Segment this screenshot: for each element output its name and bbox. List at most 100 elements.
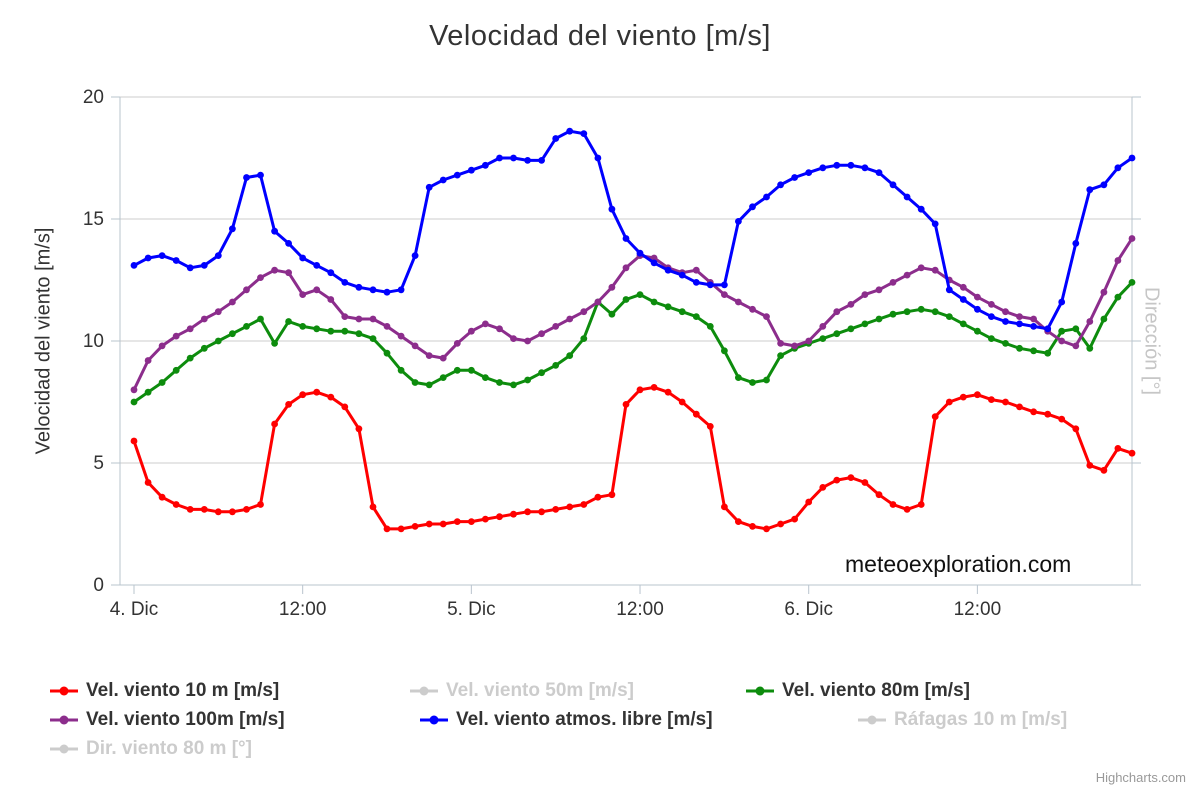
data-point-marker[interactable]	[355, 315, 363, 323]
data-point-marker[interactable]	[861, 320, 869, 328]
data-point-marker[interactable]	[594, 154, 602, 162]
data-point-marker[interactable]	[805, 337, 813, 345]
data-point-marker[interactable]	[341, 403, 349, 411]
data-point-marker[interactable]	[875, 286, 883, 294]
data-point-marker[interactable]	[650, 298, 658, 306]
data-point-marker[interactable]	[692, 266, 700, 274]
data-point-marker[interactable]	[496, 325, 503, 333]
data-point-marker[interactable]	[749, 203, 756, 211]
data-point-marker[interactable]	[130, 398, 138, 406]
data-point-marker[interactable]	[1044, 410, 1052, 418]
data-point-marker[interactable]	[1114, 293, 1122, 301]
data-point-marker[interactable]	[1044, 349, 1052, 357]
data-point-marker[interactable]	[636, 249, 644, 257]
data-point-marker[interactable]	[805, 498, 813, 506]
data-point-marker[interactable]	[552, 506, 560, 513]
data-point-marker[interactable]	[172, 501, 180, 508]
data-point-marker[interactable]	[453, 340, 461, 347]
data-point-marker[interactable]	[1086, 186, 1094, 194]
series-vel-viento-atmos-libre-m-s[interactable]	[130, 127, 1136, 333]
data-point-marker[interactable]	[327, 327, 335, 335]
data-point-marker[interactable]	[411, 379, 419, 386]
data-point-marker[interactable]	[566, 352, 574, 359]
data-point-marker[interactable]	[200, 506, 208, 513]
data-point-marker[interactable]	[566, 315, 574, 323]
data-point-marker[interactable]	[988, 301, 995, 308]
data-point-marker[interactable]	[819, 484, 827, 491]
data-point-marker[interactable]	[355, 425, 363, 433]
data-point-marker[interactable]	[285, 401, 292, 408]
data-point-marker[interactable]	[889, 501, 897, 508]
data-point-marker[interactable]	[706, 423, 714, 430]
data-point-marker[interactable]	[1114, 257, 1122, 264]
data-point-marker[interactable]	[538, 508, 545, 516]
legend-item-dir-viento-80-m[interactable]: Dir. viento 80 m [°]	[50, 738, 252, 760]
data-point-marker[interactable]	[1058, 337, 1066, 345]
data-point-marker[interactable]	[383, 288, 391, 296]
data-point-marker[interactable]	[1072, 425, 1080, 433]
data-point-marker[interactable]	[889, 310, 897, 318]
data-point-marker[interactable]	[1100, 466, 1108, 474]
data-point-marker[interactable]	[130, 437, 138, 445]
data-point-marker[interactable]	[875, 169, 883, 177]
data-point-marker[interactable]	[439, 374, 447, 381]
data-point-marker[interactable]	[327, 269, 335, 277]
data-point-marker[interactable]	[861, 479, 869, 486]
data-point-marker[interactable]	[636, 291, 644, 298]
data-point-marker[interactable]	[608, 205, 616, 213]
data-point-marker[interactable]	[721, 503, 728, 511]
data-point-marker[interactable]	[299, 323, 307, 330]
data-point-marker[interactable]	[622, 235, 630, 242]
data-point-marker[interactable]	[510, 381, 517, 389]
data-point-marker[interactable]	[411, 523, 419, 530]
data-point-marker[interactable]	[917, 205, 925, 213]
data-point-marker[interactable]	[1128, 235, 1136, 242]
data-point-marker[interactable]	[1058, 415, 1066, 423]
data-point-marker[interactable]	[791, 515, 798, 523]
data-point-marker[interactable]	[496, 154, 503, 162]
data-point-marker[interactable]	[777, 340, 784, 347]
data-point-marker[interactable]	[988, 313, 995, 320]
data-point-marker[interactable]	[271, 340, 278, 347]
data-point-marker[interactable]	[1044, 325, 1052, 333]
series-line[interactable]	[132, 237, 1134, 392]
data-point-marker[interactable]	[229, 225, 236, 233]
data-point-marker[interactable]	[285, 240, 292, 247]
data-point-marker[interactable]	[861, 164, 869, 172]
data-point-marker[interactable]	[510, 510, 517, 518]
data-point-marker[interactable]	[1072, 325, 1080, 333]
data-point-marker[interactable]	[1002, 308, 1009, 316]
data-point-marker[interactable]	[692, 410, 700, 418]
data-point-marker[interactable]	[327, 296, 335, 303]
data-point-marker[interactable]	[496, 379, 503, 386]
data-point-marker[interactable]	[594, 493, 602, 501]
data-point-marker[interactable]	[482, 161, 489, 169]
data-point-marker[interactable]	[397, 286, 405, 294]
data-point-marker[interactable]	[847, 474, 855, 481]
data-point-marker[interactable]	[959, 320, 967, 328]
data-point-marker[interactable]	[130, 386, 138, 394]
data-point-marker[interactable]	[945, 313, 953, 320]
data-point-marker[interactable]	[552, 135, 560, 142]
data-point-marker[interactable]	[257, 501, 264, 508]
data-point-marker[interactable]	[285, 318, 292, 325]
data-point-marker[interactable]	[257, 274, 264, 281]
data-point-marker[interactable]	[468, 327, 475, 335]
data-point-marker[interactable]	[622, 401, 630, 408]
data-point-marker[interactable]	[1072, 240, 1080, 247]
data-point-marker[interactable]	[285, 269, 292, 277]
data-point-marker[interactable]	[439, 176, 447, 184]
data-point-marker[interactable]	[875, 315, 883, 323]
data-point-marker[interactable]	[200, 315, 208, 323]
data-point-marker[interactable]	[931, 413, 939, 420]
data-point-marker[interactable]	[425, 352, 433, 359]
legend-item-vel-viento-80m-m-s[interactable]: Vel. viento 80m [m/s]	[746, 680, 970, 702]
data-point-marker[interactable]	[777, 520, 784, 528]
data-point-marker[interactable]	[214, 252, 222, 259]
data-point-marker[interactable]	[172, 257, 180, 264]
data-point-marker[interactable]	[411, 252, 419, 259]
data-point-marker[interactable]	[1086, 344, 1094, 352]
data-point-marker[interactable]	[383, 323, 391, 330]
data-point-marker[interactable]	[186, 325, 194, 333]
data-point-marker[interactable]	[945, 286, 953, 294]
